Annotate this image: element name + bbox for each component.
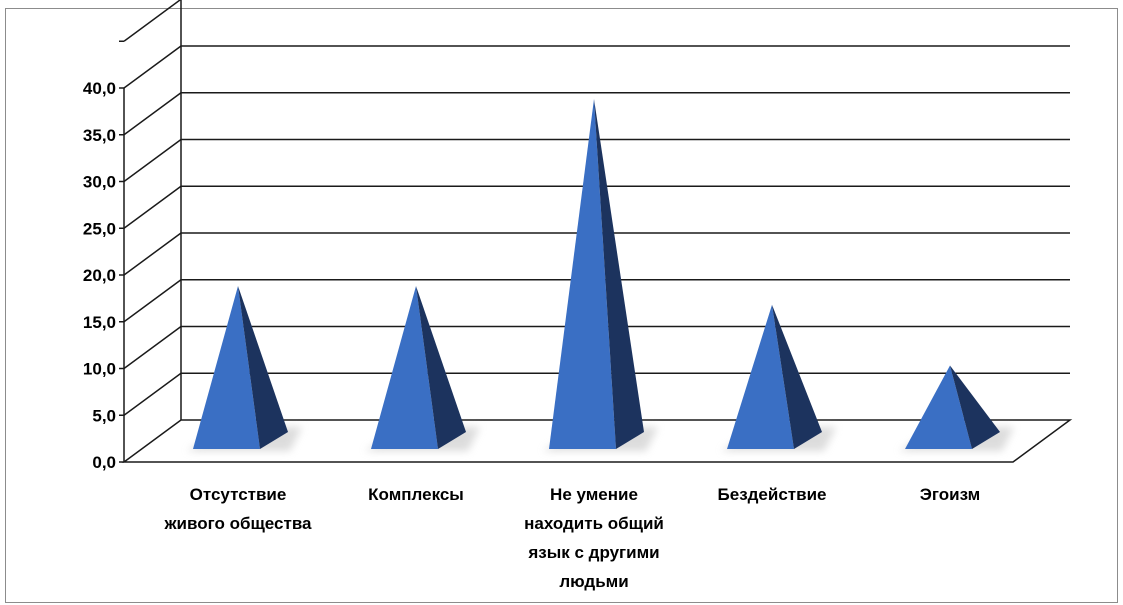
pyramid-2 — [365, 286, 480, 451]
gridline-diagonal — [123, 325, 182, 370]
gridline-diagonal — [123, 372, 182, 416]
pyramid-front-face — [727, 304, 794, 449]
gridline-diagonal — [123, 0, 182, 42]
x-category-label: Отсутствие живого общества — [164, 485, 312, 533]
pyramid-front-face — [371, 286, 438, 449]
y-tick-label: 15,0 — [83, 313, 116, 332]
gridline-diagonal — [123, 45, 182, 89]
y-tick-label: 10,0 — [83, 360, 116, 379]
x-category-label: Бездействие — [717, 485, 827, 504]
pyramid-1 — [187, 286, 302, 451]
pyramid-side-face — [950, 365, 1000, 449]
pyramid-5 — [899, 365, 1014, 451]
pyramid-3 — [543, 99, 658, 451]
y-tick-label: 5,0 — [92, 406, 116, 425]
y-tick-label: 0,0 — [92, 453, 116, 472]
gridline-diagonal — [123, 92, 182, 136]
y-tick-label: 40,0 — [83, 79, 116, 98]
pyramid-side-face — [594, 99, 644, 450]
y-tick-label: 35,0 — [83, 126, 116, 145]
pyramid-4 — [721, 304, 836, 451]
gridline-diagonal — [123, 185, 182, 229]
x-category-label: Комплексы — [368, 485, 464, 504]
y-axis-ticks: 0,0 5,0 10,0 15,0 20,0 25,0 30,0 35,0 40,0 — [83, 40, 124, 472]
y-tick-label: 30,0 — [83, 173, 116, 192]
chart-frame — [5, 8, 1118, 603]
pyramid-side-face — [772, 304, 822, 449]
pyramid-series — [187, 99, 1014, 451]
x-category-label: Эгоизм — [919, 485, 981, 504]
x-category-label: Не умение находить общий язык с другими … — [524, 485, 664, 591]
pyramid-side-face — [416, 286, 466, 449]
gridline-diagonal — [123, 138, 182, 183]
gridline-diagonal — [123, 232, 182, 276]
y-tick-label: 20,0 — [83, 266, 116, 285]
pyramid-front-face — [193, 286, 260, 449]
pyramid-side-face — [238, 286, 288, 449]
pyramid-front-face — [549, 99, 616, 450]
y-tick-label: 25,0 — [83, 219, 116, 238]
gridline-diagonal — [123, 279, 182, 323]
pyramid-front-face — [905, 365, 972, 449]
